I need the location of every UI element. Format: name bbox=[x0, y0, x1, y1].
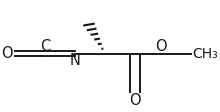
Text: C: C bbox=[40, 39, 50, 54]
Text: N: N bbox=[70, 53, 81, 68]
Text: CH₃: CH₃ bbox=[192, 47, 218, 61]
Text: O: O bbox=[155, 39, 167, 54]
Text: O: O bbox=[129, 93, 141, 108]
Text: O: O bbox=[1, 46, 13, 61]
